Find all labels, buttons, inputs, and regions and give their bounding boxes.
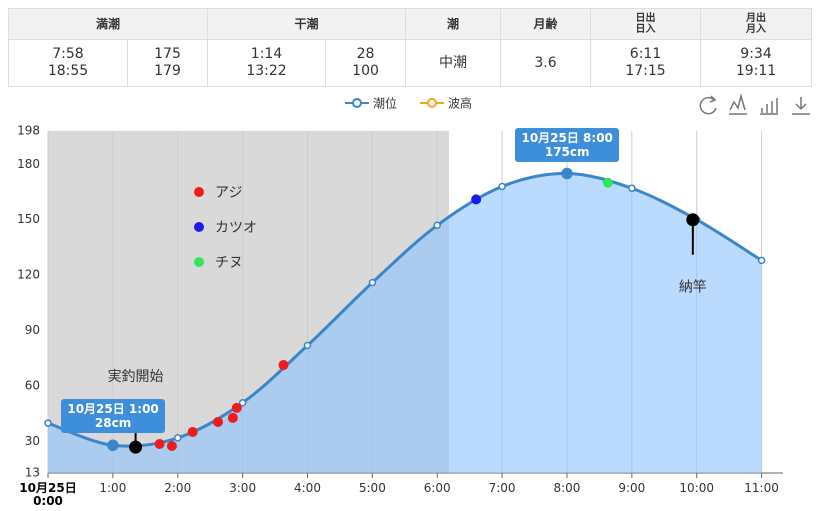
x-tick-label: 11:00 <box>744 481 779 495</box>
catch-point <box>231 402 242 413</box>
cell: 1:14 13:22 <box>207 39 327 87</box>
header: 満潮 <box>7 8 209 40</box>
x-tick-label: 7:00 <box>488 481 516 495</box>
cell: 6:11 17:15 <box>590 39 702 87</box>
catch-point <box>212 416 223 427</box>
download-icon[interactable] <box>792 97 810 115</box>
y-tick-label: 120 <box>17 268 40 282</box>
tide-point <box>498 182 506 191</box>
tide-point <box>368 278 377 287</box>
header: 月齢 <box>500 8 592 40</box>
marker-label: 実釣開始 <box>108 369 164 385</box>
catch-point <box>602 177 613 188</box>
catch-point <box>166 441 177 452</box>
tide-point <box>628 184 636 193</box>
refresh-icon[interactable] <box>699 95 717 115</box>
header: 月出 月入 <box>700 8 813 40</box>
cell: 9:34 19:11 <box>700 39 813 87</box>
x-tick-label: 5:00 <box>358 481 386 495</box>
tide-table: 満潮 干潮 潮 月齢 日出 日入 月出 月入 7:58 18:55 175 17… <box>7 8 813 87</box>
x-tick-label: 2:00 <box>164 481 192 495</box>
legend-label: カツオ <box>215 220 257 236</box>
header: 潮 <box>405 8 502 40</box>
catch-point <box>154 438 165 449</box>
legend-label: 潮位 <box>373 96 397 111</box>
tide-point <box>44 419 52 427</box>
legend-symbol <box>352 98 362 108</box>
tooltip-value: 28cm <box>94 416 132 431</box>
cell: 28 100 <box>325 39 407 87</box>
y-tick-label: 13 <box>25 466 40 480</box>
x-tick-label: 4:00 <box>294 481 321 495</box>
cell: 中潮 <box>405 39 502 87</box>
catch-point <box>227 412 238 423</box>
tooltip-title: 10月25日 1:00 <box>67 402 159 417</box>
tooltip: 10月25日 1:00 28cm <box>61 399 165 434</box>
legend-symbol <box>194 257 204 267</box>
marker-label: 納竿 <box>679 280 707 296</box>
tide-point <box>173 434 182 442</box>
cell: 3.6 <box>500 39 592 87</box>
bar-icon[interactable] <box>760 98 778 115</box>
tooltip-value: 175cm <box>544 145 590 159</box>
tooltip: 10月25日 8:00 175cm <box>515 128 619 162</box>
x-tick-label: 3:00 <box>229 481 257 495</box>
tide-point <box>303 341 312 350</box>
cell: 175 179 <box>126 39 209 87</box>
tide-area <box>48 173 762 473</box>
catch-point <box>187 426 198 437</box>
x-tick-label: 10月25日 0:00 <box>19 481 77 508</box>
x-tick-label: 8:00 <box>553 481 581 495</box>
tide-point <box>107 439 119 452</box>
cell: 7:58 18:55 <box>8 39 128 87</box>
legend-symbol <box>194 222 204 232</box>
tide-point <box>757 256 766 265</box>
legend-symbol <box>194 187 204 197</box>
y-tick-label: 60 <box>25 379 40 393</box>
x-tick-label: 6:00 <box>423 481 451 495</box>
y-tick-label: 180 <box>17 157 40 171</box>
tide-point <box>433 221 441 230</box>
y-tick-label: 150 <box>17 212 40 226</box>
line-icon[interactable] <box>729 93 747 115</box>
legend-symbol <box>427 98 437 108</box>
y-tick-label: 90 <box>25 323 40 337</box>
catch-point <box>278 360 289 371</box>
x-tick-label: 10:00 <box>679 481 715 495</box>
legend-label: チヌ <box>215 255 243 271</box>
header: 干潮 <box>207 8 407 40</box>
y-tick-label: 198 <box>17 124 40 138</box>
legend-label: アジ <box>215 185 242 201</box>
x-tick-label: 1:00 <box>99 481 127 495</box>
marker-point <box>686 213 700 227</box>
header: 日出 日入 <box>590 8 702 40</box>
tide-point <box>238 399 247 407</box>
y-tick-label: 30 <box>25 434 40 448</box>
toolbar <box>699 93 810 115</box>
marker-point <box>129 440 143 454</box>
x-tick-label: 9:00 <box>618 481 646 495</box>
catch-point <box>471 194 482 205</box>
tide-point <box>561 167 573 180</box>
tooltip-title: 10月25日 8:00 <box>521 131 613 145</box>
legend-label: 波高 <box>448 96 472 111</box>
